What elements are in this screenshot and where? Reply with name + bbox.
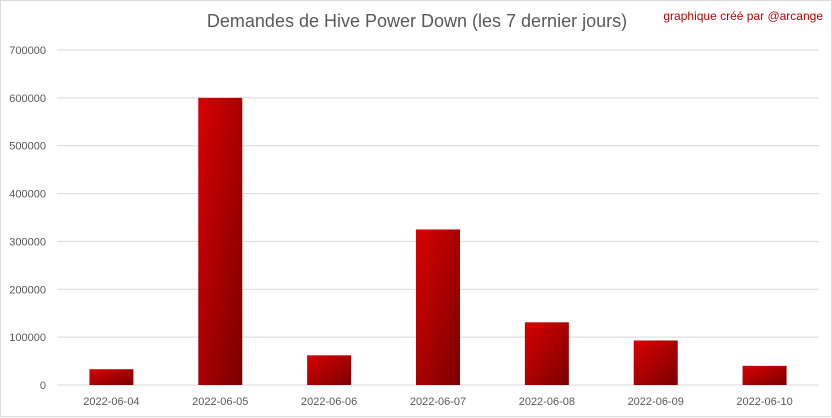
- y-tick-label-5: 500000: [9, 141, 46, 153]
- x-tick-label-5: 2022-06-09: [628, 396, 684, 408]
- y-tick-label-3: 300000: [9, 236, 46, 248]
- x-tick-label-1: 2022-06-05: [192, 396, 248, 408]
- x-tick-label-6: 2022-06-10: [736, 396, 792, 408]
- x-tick-label-4: 2022-06-08: [519, 396, 575, 408]
- x-tick-label-2: 2022-06-06: [301, 396, 357, 408]
- chart-title: Demandes de Hive Power Down (les 7 derni…: [206, 11, 628, 31]
- y-tick-label-4: 400000: [9, 189, 46, 201]
- bar-2022-06-09: [633, 340, 678, 385]
- bar-2022-06-07: [416, 229, 460, 385]
- y-tick-label-0: 0: [40, 380, 46, 392]
- y-tick-label-1: 100000: [9, 332, 46, 344]
- chart-credit: graphique créé par @arcange: [663, 9, 823, 23]
- bar-2022-06-04: [89, 369, 134, 385]
- y-tick-label-7: 700000: [9, 45, 46, 57]
- bar-2022-06-10: [742, 365, 787, 385]
- y-tick-label-2: 200000: [9, 284, 46, 296]
- bar-2022-06-08: [524, 322, 569, 385]
- bar-2022-06-06: [307, 355, 352, 385]
- y-tick-label-6: 600000: [9, 93, 46, 105]
- x-tick-label-3: 2022-06-07: [410, 396, 466, 408]
- x-tick-label-0: 2022-06-04: [83, 396, 139, 408]
- bar-2022-06-05: [198, 97, 243, 385]
